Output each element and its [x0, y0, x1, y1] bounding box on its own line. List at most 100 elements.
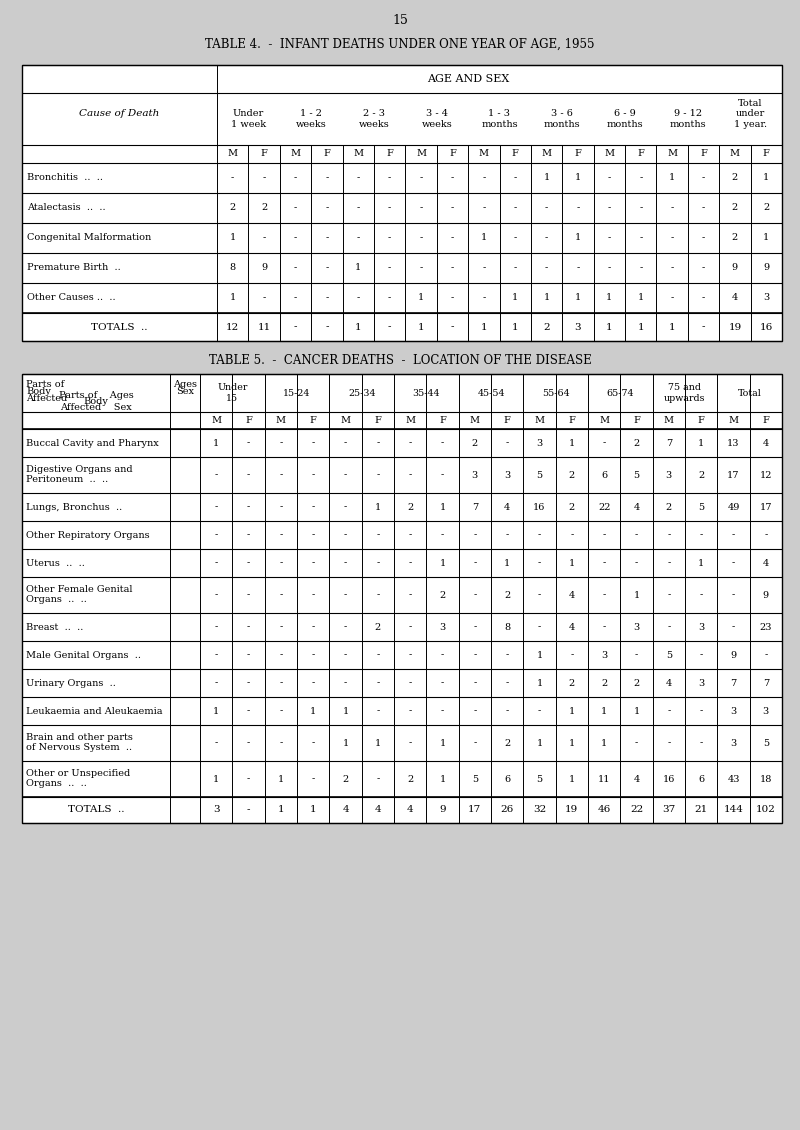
- Text: -: -: [409, 678, 412, 687]
- Text: 9: 9: [261, 263, 267, 272]
- Text: -: -: [506, 438, 509, 447]
- Text: -: -: [699, 530, 702, 539]
- Text: 3: 3: [730, 706, 737, 715]
- Text: -: -: [702, 263, 705, 272]
- Text: 1: 1: [575, 294, 581, 303]
- Text: 7: 7: [666, 438, 672, 447]
- Text: -: -: [419, 203, 422, 212]
- Text: -: -: [635, 739, 638, 748]
- Text: 1: 1: [634, 591, 640, 600]
- Text: -: -: [667, 739, 670, 748]
- Text: -: -: [441, 678, 444, 687]
- Text: -: -: [376, 774, 379, 783]
- Text: M: M: [353, 149, 363, 158]
- Text: 5: 5: [762, 739, 769, 748]
- Text: -: -: [732, 591, 735, 600]
- Text: 1: 1: [763, 234, 770, 243]
- Text: -: -: [450, 234, 454, 243]
- Text: 5: 5: [666, 651, 672, 660]
- Text: 1 - 2
weeks: 1 - 2 weeks: [296, 110, 326, 129]
- Text: -: -: [409, 470, 412, 479]
- Text: -: -: [294, 263, 297, 272]
- Text: -: -: [667, 558, 670, 567]
- Text: M: M: [730, 149, 740, 158]
- Text: -: -: [344, 530, 347, 539]
- Text: 1: 1: [230, 234, 236, 243]
- Text: 2: 2: [601, 678, 607, 687]
- Text: -: -: [506, 706, 509, 715]
- Text: -: -: [247, 739, 250, 748]
- Text: 3: 3: [601, 651, 607, 660]
- Text: -: -: [311, 470, 314, 479]
- Text: -: -: [357, 174, 360, 183]
- Text: F: F: [386, 149, 393, 158]
- Text: -: -: [702, 294, 705, 303]
- Text: -: -: [326, 263, 329, 272]
- Text: 3: 3: [698, 623, 704, 632]
- Text: -: -: [344, 591, 347, 600]
- Text: -: -: [279, 739, 282, 748]
- Text: 17: 17: [468, 806, 482, 815]
- Text: -: -: [326, 294, 329, 303]
- Text: 1: 1: [569, 558, 575, 567]
- Text: -: -: [450, 263, 454, 272]
- Text: F: F: [323, 149, 330, 158]
- Text: 1: 1: [601, 706, 607, 715]
- Text: 9: 9: [732, 263, 738, 272]
- Text: -: -: [670, 203, 674, 212]
- Text: 1: 1: [606, 294, 613, 303]
- Text: -: -: [344, 470, 347, 479]
- Text: 16: 16: [760, 322, 773, 331]
- Text: -: -: [247, 591, 250, 600]
- Text: -: -: [247, 678, 250, 687]
- Text: -: -: [441, 530, 444, 539]
- Text: 2: 2: [732, 174, 738, 183]
- Text: 2: 2: [569, 678, 575, 687]
- Text: -: -: [699, 706, 702, 715]
- Text: Uterus  ..  ..: Uterus .. ..: [26, 558, 85, 567]
- Text: 2: 2: [374, 623, 381, 632]
- Text: 1: 1: [418, 322, 424, 331]
- Text: Body: Body: [26, 386, 51, 396]
- Text: Total: Total: [738, 389, 762, 398]
- Text: Buccal Cavity and Pharynx: Buccal Cavity and Pharynx: [26, 438, 158, 447]
- Text: 35-44: 35-44: [413, 389, 440, 398]
- Text: 75 and
upwards: 75 and upwards: [664, 383, 706, 402]
- Text: -: -: [699, 739, 702, 748]
- Text: 4: 4: [342, 806, 349, 815]
- Text: -: -: [409, 651, 412, 660]
- Text: 1: 1: [439, 774, 446, 783]
- Text: -: -: [667, 623, 670, 632]
- Text: Other or Unspecified: Other or Unspecified: [26, 770, 130, 779]
- Text: 1: 1: [606, 322, 613, 331]
- Text: -: -: [376, 470, 379, 479]
- Text: 3: 3: [634, 623, 640, 632]
- Text: -: -: [246, 806, 250, 815]
- Text: 9: 9: [439, 806, 446, 815]
- Text: 1: 1: [512, 322, 518, 331]
- Text: -: -: [214, 530, 218, 539]
- Text: 2: 2: [569, 470, 575, 479]
- Text: -: -: [294, 294, 297, 303]
- Text: -: -: [538, 530, 541, 539]
- Text: 6 - 9
months: 6 - 9 months: [606, 110, 643, 129]
- Text: -: -: [388, 174, 391, 183]
- Text: M: M: [405, 416, 415, 425]
- Text: -: -: [538, 558, 541, 567]
- Text: 1: 1: [213, 438, 219, 447]
- Text: 1: 1: [512, 294, 518, 303]
- Text: -: -: [409, 623, 412, 632]
- Text: 37: 37: [662, 806, 675, 815]
- Text: 15-24: 15-24: [283, 389, 310, 398]
- Text: -: -: [247, 623, 250, 632]
- Text: -: -: [602, 438, 606, 447]
- Text: 2: 2: [342, 774, 349, 783]
- Text: 2: 2: [698, 470, 704, 479]
- Text: -: -: [279, 558, 282, 567]
- Text: -: -: [214, 591, 218, 600]
- Text: 4: 4: [407, 806, 414, 815]
- Text: F: F: [763, 149, 770, 158]
- Text: 3: 3: [504, 470, 510, 479]
- Text: -: -: [311, 623, 314, 632]
- Text: 9: 9: [762, 591, 769, 600]
